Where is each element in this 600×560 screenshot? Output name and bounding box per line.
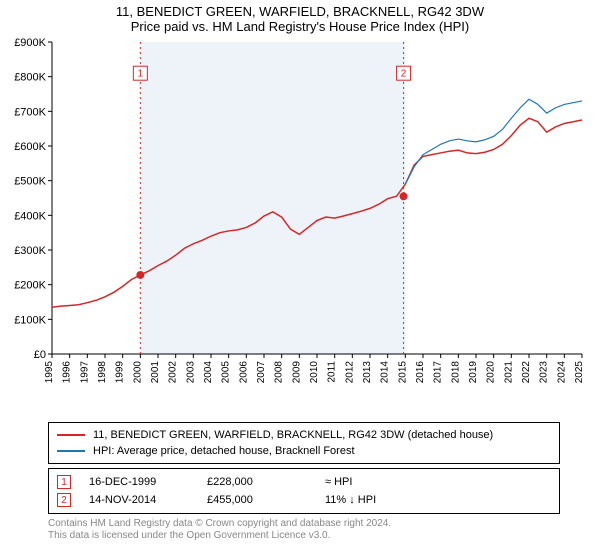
sale-row-1: 1 16-DEC-1999 £228,000 ≈ HPI: [57, 473, 551, 491]
svg-text:1999: 1999: [115, 361, 126, 384]
legend-label-hpi: HPI: Average price, detached house, Brac…: [93, 445, 355, 457]
svg-text:1998: 1998: [97, 361, 108, 384]
sale-marker-2: 2: [57, 493, 71, 507]
footer-line-2: This data is licensed under the Open Gov…: [48, 530, 560, 542]
svg-text:1997: 1997: [79, 361, 90, 384]
price-chart: £0 £100K £200K £300K £400K £500K £600K £700K £80…: [0, 36, 600, 416]
chart-title-block: 11, BENEDICT GREEN, WARFIELD, BRACKNELL,…: [0, 0, 600, 36]
svg-text:1996: 1996: [62, 361, 73, 384]
svg-text:2002: 2002: [168, 361, 179, 384]
svg-text:2: 2: [401, 69, 407, 80]
svg-text:2012: 2012: [344, 361, 355, 384]
svg-text:£500K: £500K: [14, 176, 46, 188]
sale-delta-1: ≈ HPI: [325, 476, 405, 488]
svg-text:2003: 2003: [185, 361, 196, 384]
svg-text:2006: 2006: [238, 361, 249, 384]
footer-line-1: Contains HM Land Registry data © Crown c…: [48, 518, 560, 530]
svg-text:2005: 2005: [221, 361, 232, 384]
svg-text:£800K: £800K: [14, 72, 46, 84]
svg-text:2010: 2010: [309, 361, 320, 384]
title-line-2: Price paid vs. HM Land Registry's House …: [0, 19, 600, 34]
svg-text:2014: 2014: [380, 361, 391, 384]
svg-text:2023: 2023: [539, 361, 550, 384]
legend-swatch-red: [57, 434, 85, 436]
sales-box: 1 16-DEC-1999 £228,000 ≈ HPI 2 14-NOV-20…: [48, 468, 560, 514]
svg-text:£300K: £300K: [14, 245, 46, 257]
svg-text:2001: 2001: [150, 361, 161, 384]
svg-text:2004: 2004: [203, 361, 214, 384]
svg-text:2017: 2017: [433, 361, 444, 384]
svg-text:£100K: £100K: [14, 314, 46, 326]
sale-row-2: 2 14-NOV-2014 £455,000 11% ↓ HPI: [57, 491, 551, 509]
svg-text:£900K: £900K: [14, 37, 46, 49]
svg-text:2013: 2013: [362, 361, 373, 384]
legend-label-property: 11, BENEDICT GREEN, WARFIELD, BRACKNELL,…: [93, 429, 493, 441]
svg-text:2008: 2008: [274, 361, 285, 384]
title-line-1: 11, BENEDICT GREEN, WARFIELD, BRACKNELL,…: [0, 4, 600, 19]
svg-text:1: 1: [138, 69, 144, 80]
svg-text:2011: 2011: [327, 361, 338, 383]
svg-text:2019: 2019: [468, 361, 479, 384]
svg-text:2000: 2000: [132, 361, 143, 384]
footer-attribution: Contains HM Land Registry data © Crown c…: [48, 518, 560, 542]
sale-date-2: 14-NOV-2014: [89, 494, 189, 506]
svg-text:2007: 2007: [256, 361, 267, 384]
legend-box: 11, BENEDICT GREEN, WARFIELD, BRACKNELL,…: [48, 422, 560, 464]
sale-delta-2: 11% ↓ HPI: [325, 494, 405, 506]
sale-price-2: £455,000: [207, 494, 307, 506]
svg-text:£400K: £400K: [14, 210, 46, 222]
svg-text:2009: 2009: [291, 361, 302, 384]
svg-text:£600K: £600K: [14, 141, 46, 153]
svg-text:1995: 1995: [44, 361, 55, 384]
sale-date-1: 16-DEC-1999: [89, 476, 189, 488]
svg-text:£700K: £700K: [14, 106, 46, 118]
legend-item-property: 11, BENEDICT GREEN, WARFIELD, BRACKNELL,…: [57, 427, 551, 443]
legend-item-hpi: HPI: Average price, detached house, Brac…: [57, 443, 551, 459]
svg-text:2015: 2015: [397, 361, 408, 384]
svg-text:2025: 2025: [574, 361, 585, 384]
sale-price-1: £228,000: [207, 476, 307, 488]
legend-swatch-blue: [57, 450, 85, 452]
svg-text:£0: £0: [34, 349, 46, 361]
svg-text:2018: 2018: [450, 361, 461, 384]
svg-text:2016: 2016: [415, 361, 426, 384]
chart-area: £0 £100K £200K £300K £400K £500K £600K £700K £80…: [0, 36, 600, 416]
svg-text:£200K: £200K: [14, 280, 46, 292]
svg-text:2022: 2022: [521, 361, 532, 384]
svg-text:2024: 2024: [556, 361, 567, 384]
svg-text:2020: 2020: [486, 361, 497, 384]
sale-marker-1: 1: [57, 475, 71, 489]
svg-text:2021: 2021: [503, 361, 514, 384]
